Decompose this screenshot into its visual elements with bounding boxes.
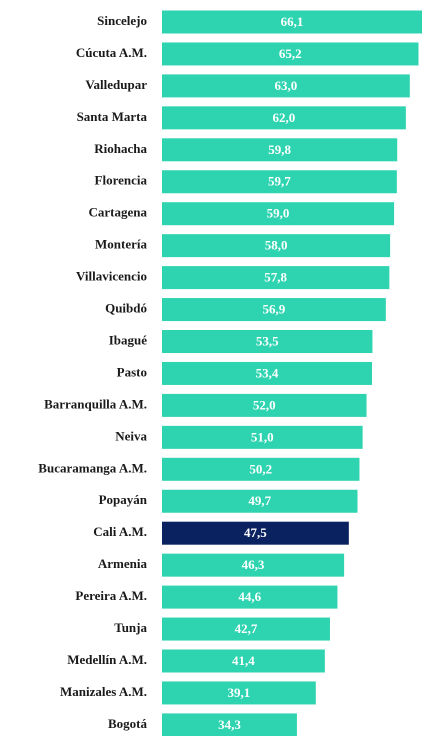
bar [162,42,419,66]
category-label: Pereira A.M. [75,588,147,603]
value-label: 56,9 [263,302,286,317]
value-label: 39,1 [228,685,251,700]
value-label: 65,2 [279,46,302,61]
bar [162,521,349,545]
value-label: 47,5 [244,525,267,540]
value-label: 62,0 [273,110,296,125]
category-label: Pasto [117,364,147,379]
value-label: 59,0 [267,206,290,221]
bar [162,425,363,449]
category-label: Valledupar [85,77,147,92]
bar [162,298,386,322]
value-label: 59,7 [268,174,291,189]
category-label: Ibagué [109,332,148,347]
value-label: 42,7 [235,621,258,636]
category-label: Villavicencio [76,269,147,284]
category-label: Neiva [115,428,147,443]
bar [162,457,360,481]
value-label: 51,0 [251,429,274,444]
category-label: Montería [95,237,147,252]
category-label: Cúcuta A.M. [76,45,147,60]
category-label: Santa Marta [77,109,148,124]
value-label: 57,8 [264,270,287,285]
bar [162,10,422,34]
value-label: 44,6 [238,589,261,604]
category-label: Popayán [99,492,148,507]
category-label: Florencia [95,173,148,188]
bar [162,681,316,705]
category-label: Tunja [114,620,147,635]
bar [162,170,397,194]
category-label: Medellín A.M. [67,652,147,667]
bar [162,489,358,513]
category-label: Sincelejo [97,13,147,28]
value-label: 46,3 [242,557,265,572]
bar [162,330,373,353]
bar [162,74,410,98]
bar [162,649,325,673]
value-label: 49,7 [248,493,271,508]
bar [162,202,395,226]
value-label: 50,2 [249,461,272,476]
value-label: 53,5 [256,333,279,348]
value-label: 34,3 [218,717,241,732]
bar [162,617,330,641]
bar [162,361,373,385]
value-label: 53,4 [256,365,279,380]
category-label: Armenia [98,556,148,571]
bar [162,138,398,162]
category-label: Bogotá [108,716,148,731]
bar [162,266,390,290]
bar [162,106,406,130]
bar [162,553,345,577]
bar [162,585,338,609]
value-label: 41,4 [232,653,255,668]
value-label: 58,0 [265,238,288,253]
value-label: 66,1 [281,14,304,29]
bar [162,234,391,258]
bar [162,713,297,736]
category-label: Riohacha [94,141,147,156]
value-label: 63,0 [275,78,298,93]
category-label: Quibdó [105,301,147,316]
category-label: Cali A.M. [93,524,147,539]
category-label: Cartagena [89,205,148,220]
value-label: 52,0 [253,397,276,412]
bar [162,393,367,417]
category-label: Bucaramanga A.M. [38,460,147,475]
category-label: Barranquilla A.M. [44,396,147,411]
category-label: Manizales A.M. [60,684,147,699]
value-label: 59,8 [268,142,291,157]
